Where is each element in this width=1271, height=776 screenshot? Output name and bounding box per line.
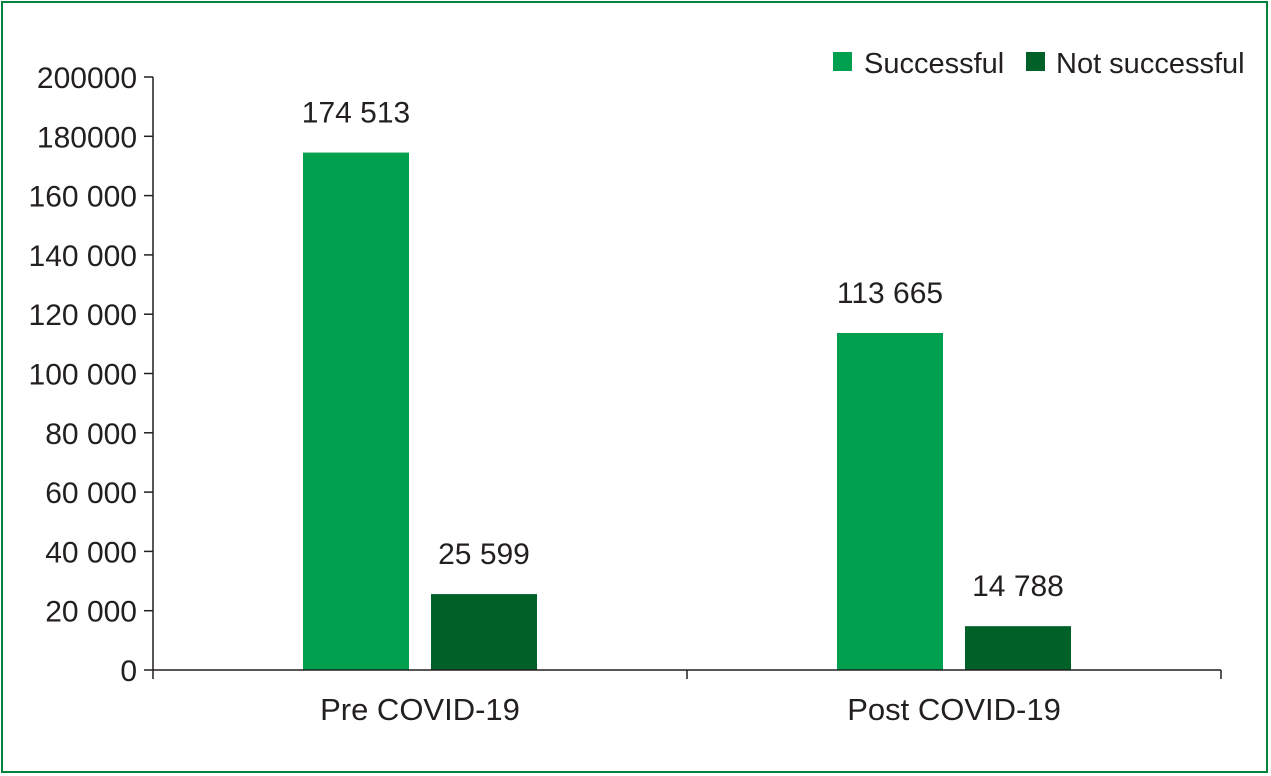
- y-tick-label: 20 000: [45, 596, 137, 629]
- y-tick-label: 80 000: [45, 418, 137, 451]
- data-labels: 174 513 25 599 113 665 14 788: [302, 97, 1064, 604]
- data-label-not-successful: 14 788: [972, 570, 1064, 603]
- y-tick-label: 120 000: [29, 299, 137, 332]
- bar-successful: [837, 332, 943, 670]
- data-label-successful: 113 665: [837, 277, 943, 310]
- y-axis: 0 20 000 40 000 60 000 80 000 100 000 120 000 1…: [29, 62, 154, 688]
- bar-successful: [303, 152, 409, 670]
- y-tick-label: 180000: [37, 121, 137, 154]
- y-tick-label: 200000: [37, 62, 137, 95]
- x-category-label: Post COVID-19: [847, 692, 1061, 727]
- bars: [303, 152, 1071, 670]
- bar-not-successful: [965, 626, 1071, 670]
- y-tick-label: 0: [120, 655, 137, 688]
- legend-label-successful: Successful: [864, 48, 1004, 80]
- legend: Successful Not successful: [833, 48, 1245, 80]
- y-tick-label: 40 000: [45, 536, 137, 569]
- x-category-label: Pre COVID-19: [320, 692, 520, 727]
- y-tick-label: 140 000: [29, 240, 137, 273]
- data-label-not-successful: 25 599: [438, 538, 530, 571]
- legend-swatch-not-successful: [1026, 52, 1045, 71]
- bar-not-successful: [431, 594, 537, 670]
- x-axis: Pre COVID-19 Post COVID-19: [152, 669, 1222, 727]
- legend-label-not-successful: Not successful: [1056, 48, 1245, 80]
- data-label-successful: 174 513: [302, 97, 410, 130]
- y-tick-label: 60 000: [45, 477, 137, 510]
- legend-swatch-successful: [833, 52, 852, 71]
- y-tick-label: 160 000: [29, 181, 137, 214]
- y-tick-label: 100 000: [29, 359, 137, 392]
